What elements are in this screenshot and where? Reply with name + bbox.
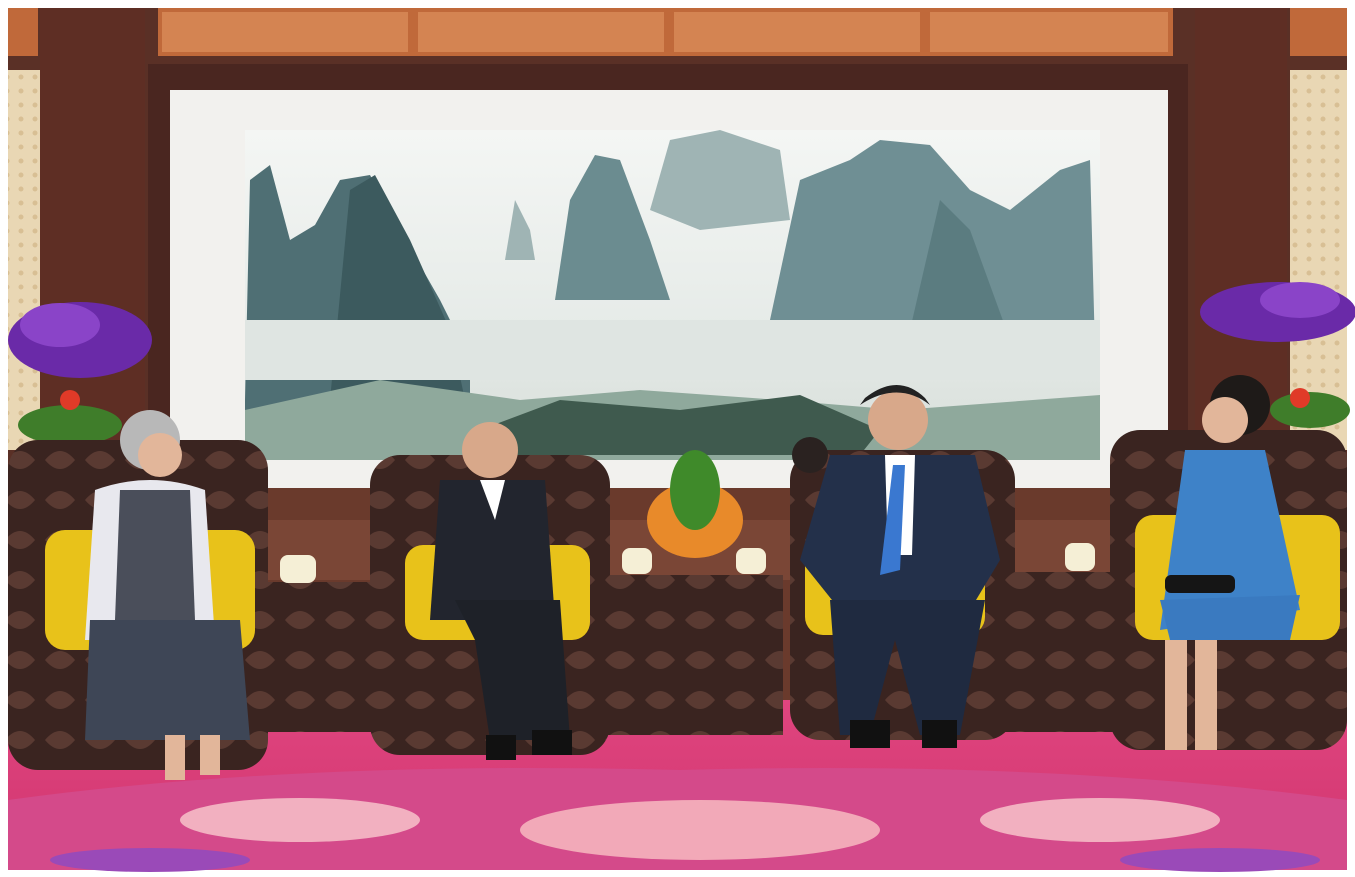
person-part: [1160, 595, 1300, 640]
side-table-part: [670, 450, 720, 530]
person-part: [860, 385, 930, 405]
wall-part: [1290, 70, 1347, 450]
orchid-part: [18, 405, 122, 445]
carved-panel-part: [930, 12, 1168, 52]
person-part: [115, 490, 195, 620]
orchid: [8, 282, 1355, 445]
person-part: [486, 735, 516, 760]
carved-panel-part: [674, 12, 920, 52]
painting-part: [480, 395, 880, 455]
person-part: [850, 720, 890, 748]
person-part: [455, 600, 570, 740]
carved-panel-part: [162, 12, 408, 52]
person-part: [1165, 640, 1187, 750]
painting: [148, 64, 1188, 488]
painting-part: [245, 320, 1100, 380]
person-part: [922, 720, 957, 748]
side-table-part: [280, 555, 316, 583]
carpet-part: [520, 800, 880, 860]
carpet-part: [1120, 848, 1320, 872]
side-table-part: [608, 575, 783, 735]
carved-panel-part: [418, 12, 664, 52]
person-part: [1195, 640, 1217, 750]
painting-part: [555, 155, 670, 300]
wall-part: [8, 70, 40, 450]
orchid-part: [1290, 388, 1310, 408]
painting-part: [650, 130, 790, 230]
person-part: [85, 620, 250, 740]
person-part: [462, 422, 518, 478]
side-table-part: [622, 548, 652, 574]
side-table: [268, 450, 1113, 735]
person-part: [1202, 397, 1248, 443]
carpet-part: [50, 848, 250, 872]
orchid-part: [1260, 282, 1340, 318]
person-part: [868, 390, 928, 450]
side-table-part: [736, 548, 766, 574]
person-part: [532, 730, 572, 755]
person-part: [880, 465, 905, 575]
person: [85, 375, 1300, 780]
orchid-part: [1270, 392, 1350, 428]
person-part: [165, 735, 185, 780]
carpet-part: [180, 798, 420, 842]
person-part: [792, 437, 828, 473]
orchid-part: [20, 303, 100, 347]
person-part: [1165, 575, 1235, 593]
carved-panel-part: [1290, 8, 1347, 56]
side-table-part: [268, 582, 380, 732]
carved-panel: [8, 8, 1347, 56]
painting-part: [910, 200, 1010, 340]
carved-panel-part: [8, 8, 38, 56]
painting-part: [505, 200, 535, 260]
person-part: [138, 433, 182, 477]
orchid-part: [60, 390, 80, 410]
side-table-part: [1065, 543, 1095, 571]
person-part: [430, 480, 555, 620]
person-part: [480, 480, 505, 520]
side-table-part: [1005, 572, 1113, 732]
carpet-part: [980, 798, 1220, 842]
person-part: [830, 600, 985, 735]
person-part: [200, 735, 220, 775]
